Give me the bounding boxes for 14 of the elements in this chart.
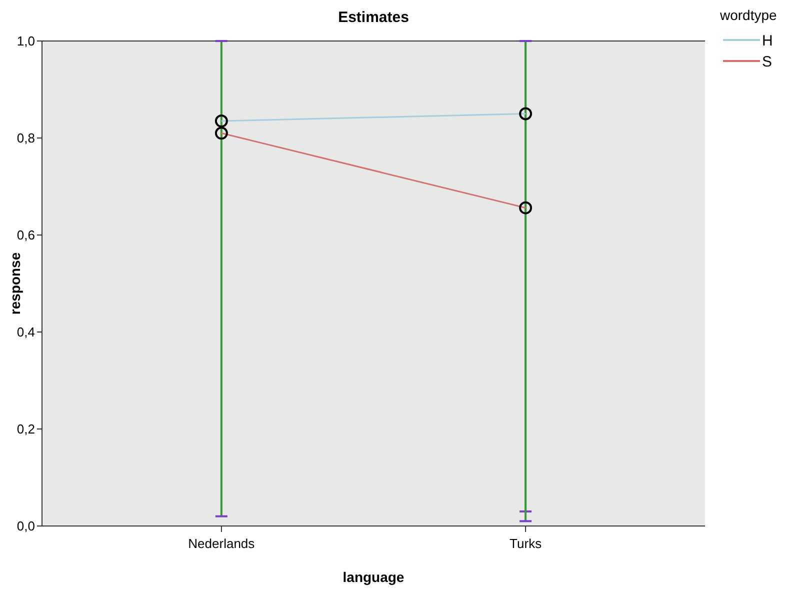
legend-label: S [762,53,772,70]
legend-title: wordtype [719,7,778,23]
y-tick-label: 0,8 [16,130,35,146]
y-tick-label: 0,4 [16,324,35,340]
y-tick-label: 0,0 [16,518,35,534]
y-axis-title: response [7,252,23,315]
x-tick-label: Nederlands [188,536,256,551]
x-axis-title: language [342,569,404,585]
chart-title: Estimates [338,9,409,26]
y-tick-label: 0,6 [16,228,35,243]
y-tick-label: 1,0 [16,34,35,49]
y-tick-label: 0,2 [16,422,35,437]
x-tick-label: Turks [510,536,542,551]
legend-label: H [762,32,773,50]
